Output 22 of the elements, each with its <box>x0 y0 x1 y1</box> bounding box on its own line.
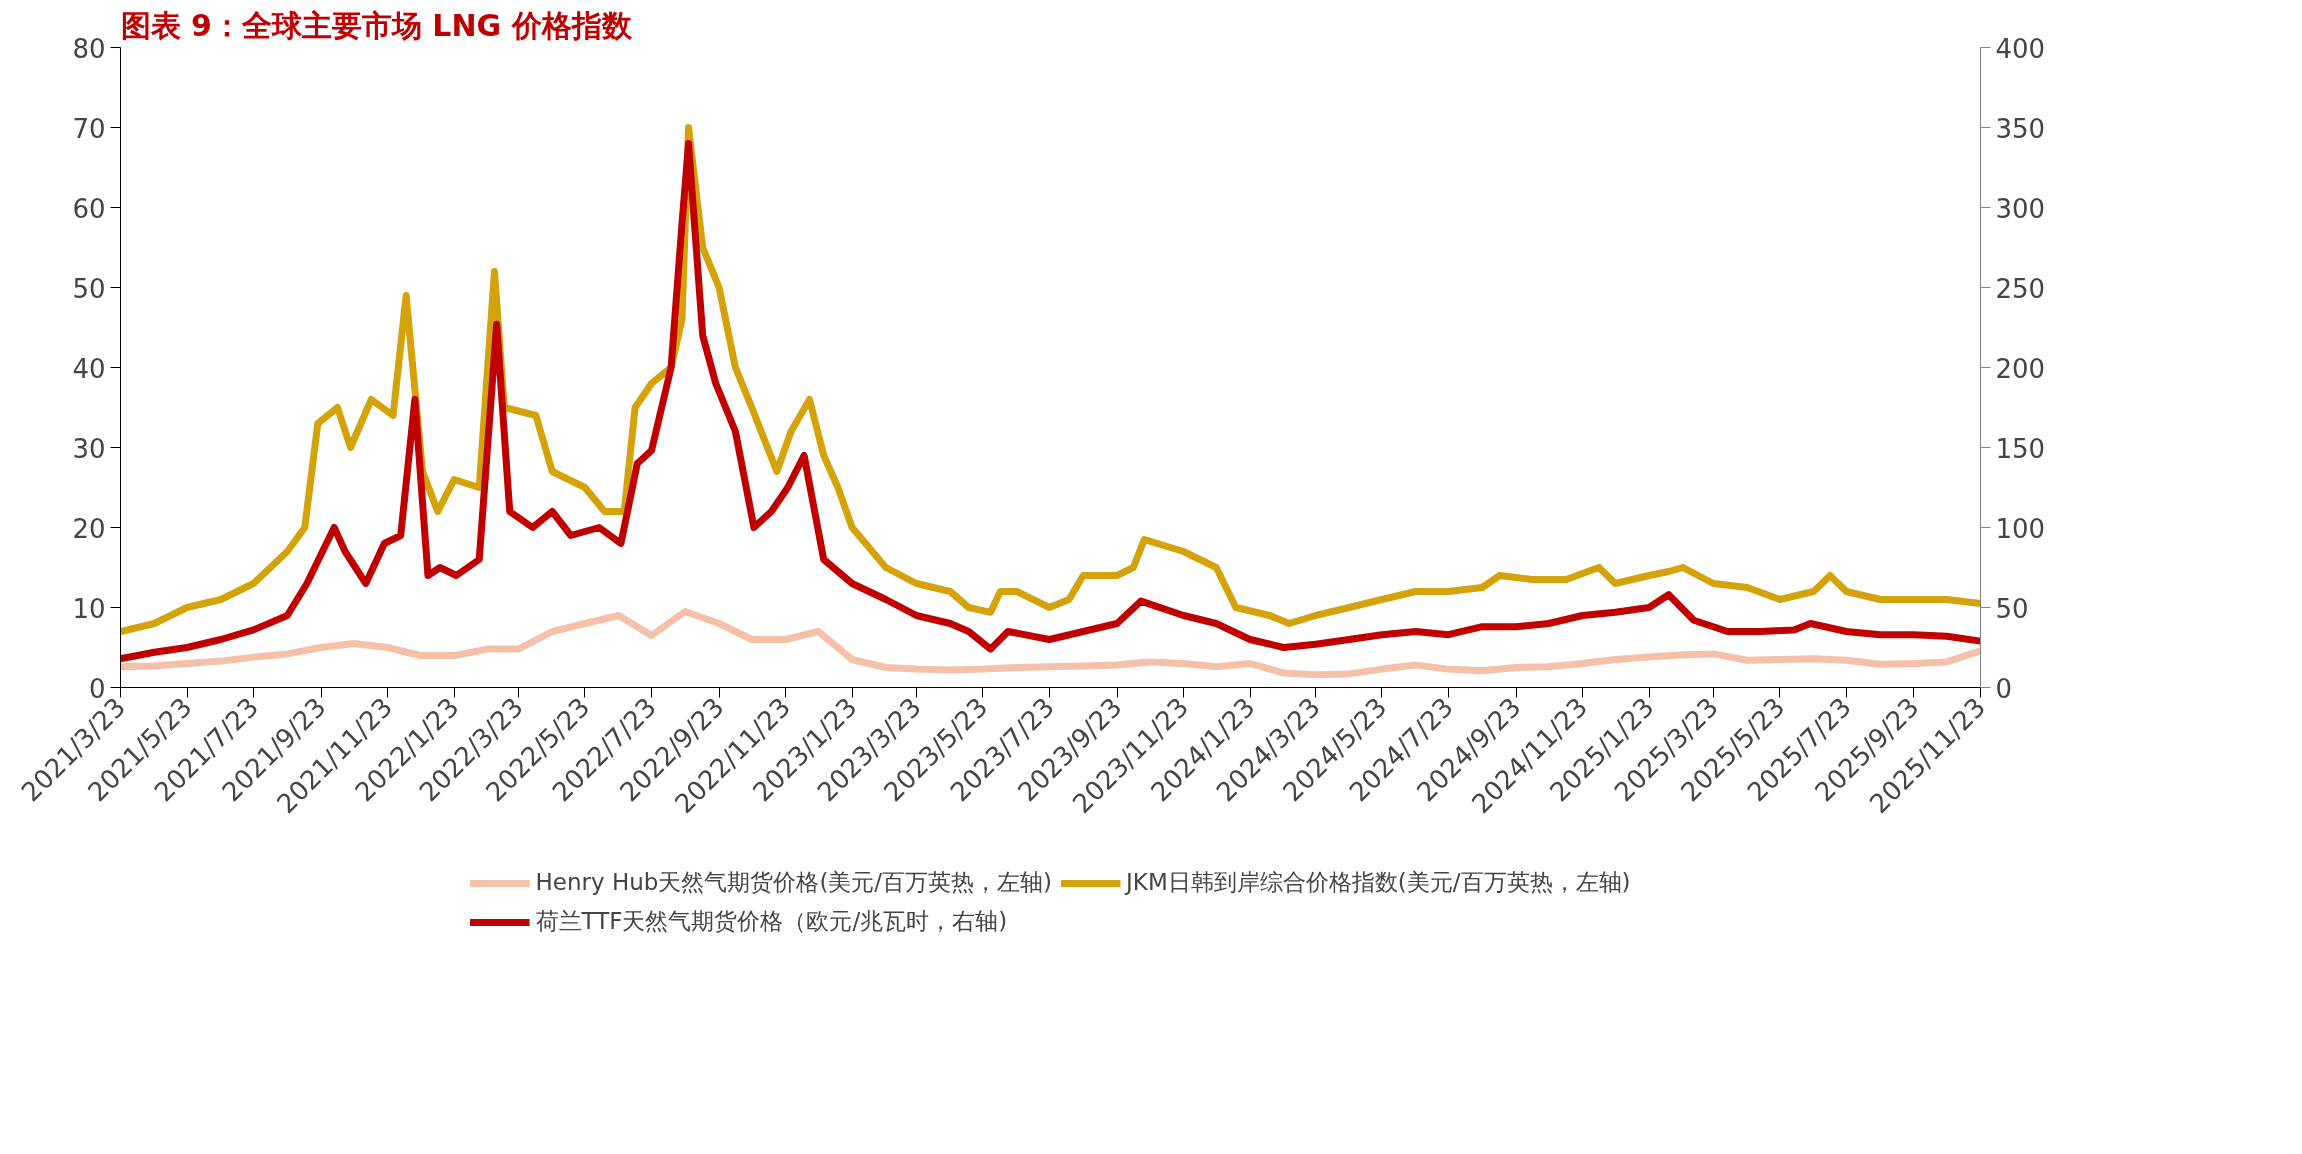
y-tick-label: 20 <box>72 513 106 544</box>
y-tick-label: 10 <box>72 593 106 624</box>
y2-tick-label: 350 <box>1995 113 2046 144</box>
legend-label: 荷兰TTF天然气期货价格（欧元/兆瓦时，右轴) <box>535 907 1008 936</box>
y-tick-label: 40 <box>72 353 106 384</box>
y2-tick-label: 100 <box>1995 513 2046 544</box>
y2-tick-label: 150 <box>1995 433 2046 464</box>
y2-tick-label: 0 <box>1995 673 2013 704</box>
y-tick-label: 30 <box>72 433 106 464</box>
y-tick-label: 70 <box>72 113 106 144</box>
chart-title: 图表 9：全球主要市场 LNG 价格指数 <box>120 7 633 43</box>
y2-tick-label: 400 <box>1995 33 2046 64</box>
y2-tick-label: 200 <box>1995 353 2046 384</box>
y-tick-label: 60 <box>72 193 106 224</box>
y-tick-label: 80 <box>72 33 106 64</box>
y2-tick-label: 50 <box>1995 593 2029 624</box>
legend-label: Henry Hub天然气期货价格(美元/百万英热，左轴) <box>535 868 1053 897</box>
legend-label: JKM日韩到岸综合价格指数(美元/百万英热，左轴) <box>1126 868 1631 897</box>
y-tick-label: 50 <box>72 273 106 304</box>
y2-tick-label: 250 <box>1995 273 2046 304</box>
y2-tick-label: 300 <box>1995 193 2046 224</box>
y-tick-label: 0 <box>88 673 106 704</box>
